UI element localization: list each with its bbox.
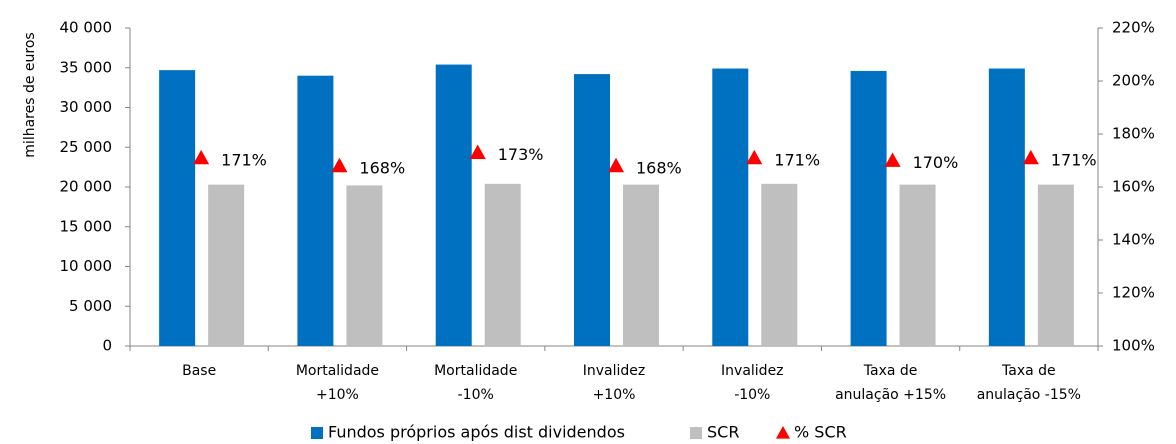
y-tick-label: 10 000: [60, 257, 113, 275]
y-tick-label: 0: [102, 337, 112, 355]
y2-tick-label: 200%: [1112, 72, 1155, 90]
legend-swatch: [311, 427, 323, 439]
marker: [331, 157, 348, 173]
bar: [712, 68, 749, 347]
y2-tick-label: 140%: [1112, 231, 1155, 249]
y-tick-label: 40 000: [60, 19, 113, 37]
x-tick-label: -10%: [458, 387, 494, 403]
x-tick-label: Invalidez: [583, 363, 646, 379]
y-tick-label: 5 000: [69, 297, 112, 315]
x-tick-label: Invalidez: [721, 363, 784, 379]
bar: [159, 70, 196, 346]
legend-swatch: [776, 426, 790, 439]
legend-label: SCR: [707, 423, 739, 442]
marker: [193, 149, 210, 165]
bar: [850, 70, 887, 347]
bar: [1037, 184, 1074, 346]
y-tick-label: 30 000: [60, 98, 113, 116]
marker: [469, 144, 486, 159]
data-label: 171%: [1051, 150, 1097, 169]
legend-swatch: [690, 427, 702, 439]
legend-label: % SCR: [794, 423, 847, 442]
y-axis-title: milhares de euros: [22, 32, 38, 157]
bar: [623, 184, 659, 346]
bar: [574, 74, 610, 347]
bar: [435, 64, 472, 346]
y-tick-label: 20 000: [60, 178, 113, 196]
x-tick-label: Taxa de: [1001, 363, 1056, 379]
x-tick-label: Mortalidade: [296, 363, 379, 379]
y2-tick-label: 120%: [1112, 284, 1155, 302]
marker: [746, 149, 763, 165]
bar: [761, 183, 798, 346]
data-label: 171%: [221, 150, 267, 169]
x-tick-label: anulação +15%: [835, 387, 946, 403]
y2-tick-label: 220%: [1112, 19, 1155, 37]
x-tick-label: +10%: [593, 387, 636, 403]
x-tick-label: +10%: [316, 387, 359, 403]
y-tick-label: 15 000: [60, 217, 113, 235]
bar: [208, 184, 245, 346]
y2-tick-label: 100%: [1112, 337, 1155, 355]
marker: [884, 152, 901, 167]
bar: [484, 183, 521, 346]
data-label: 171%: [774, 150, 820, 169]
x-tick-label: Base: [182, 363, 216, 379]
x-tick-label: -10%: [734, 387, 770, 403]
bar: [988, 68, 1025, 347]
bar: [297, 75, 334, 346]
legend-label: Fundos próprios após dist dividendos: [328, 423, 625, 442]
y2-tick-label: 160%: [1112, 178, 1155, 196]
marker: [608, 157, 624, 173]
data-label: 168%: [359, 158, 405, 177]
data-label: 168%: [636, 158, 682, 177]
data-label: 173%: [498, 145, 544, 164]
x-tick-label: anulação -15%: [977, 387, 1081, 403]
y-tick-label: 25 000: [60, 138, 113, 156]
marker: [1022, 149, 1039, 165]
x-tick-label: Mortalidade: [434, 363, 517, 379]
y2-tick-label: 180%: [1112, 125, 1155, 143]
x-tick-label: Taxa de: [863, 363, 918, 379]
y-tick-label: 35 000: [60, 58, 113, 76]
bar: [346, 185, 383, 346]
data-label: 170%: [913, 153, 959, 172]
bar: [899, 184, 936, 346]
